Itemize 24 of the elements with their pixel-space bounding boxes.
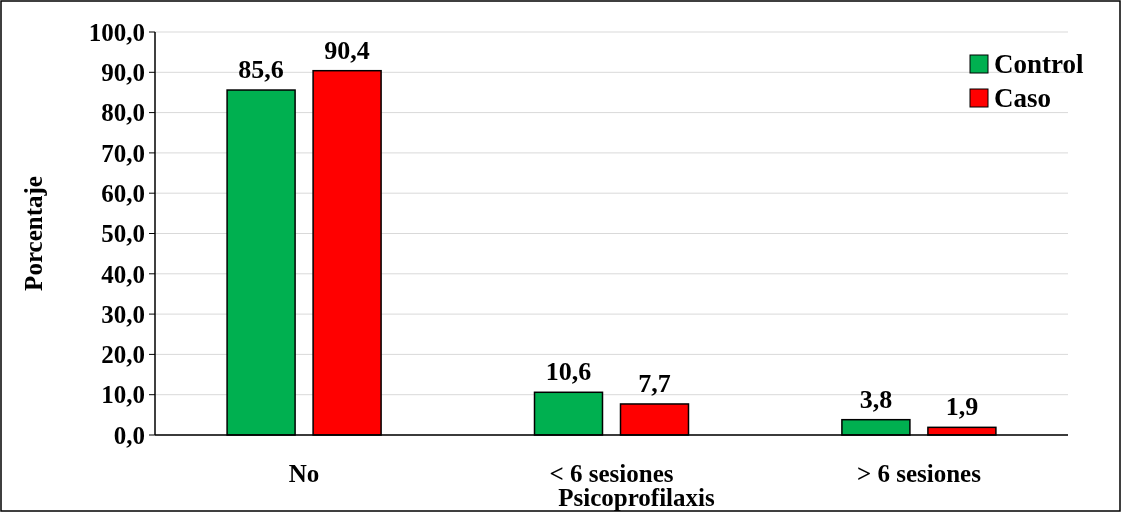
data-label: 1,9 [945, 392, 979, 422]
y-tick-label: 30,0 [101, 300, 145, 328]
y-tick-label: 0,0 [113, 421, 145, 449]
legend-label: Caso [994, 83, 1052, 114]
y-tick-label: 80,0 [101, 99, 145, 127]
x-tick-label: < 6 sesiones [549, 460, 674, 487]
y-tick-label: 100,0 [88, 18, 145, 46]
data-label: 10,6 [545, 357, 592, 387]
legend-label: Control [994, 49, 1084, 80]
y-tick-label: 70,0 [101, 139, 145, 167]
y-tick-label: 90,0 [101, 59, 145, 87]
x-tick-label: > 6 sesiones [856, 460, 982, 487]
y-tick-label: 10,0 [101, 381, 145, 409]
y-tick-label: 50,0 [101, 220, 145, 248]
x-tick-label: No [288, 460, 320, 487]
data-label: 3,8 [859, 384, 893, 414]
data-label: 90,4 [324, 35, 370, 65]
data-label: 7,7 [638, 368, 671, 398]
data-label: 85,6 [238, 55, 284, 85]
y-tick-label: 20,0 [101, 341, 145, 369]
y-tick-label: 60,0 [101, 179, 145, 207]
y-tick-label: 40,0 [101, 260, 145, 288]
x-axis-title: Psicoprofilaxis [558, 484, 716, 511]
y-axis-title: Porcentaje [20, 176, 47, 291]
